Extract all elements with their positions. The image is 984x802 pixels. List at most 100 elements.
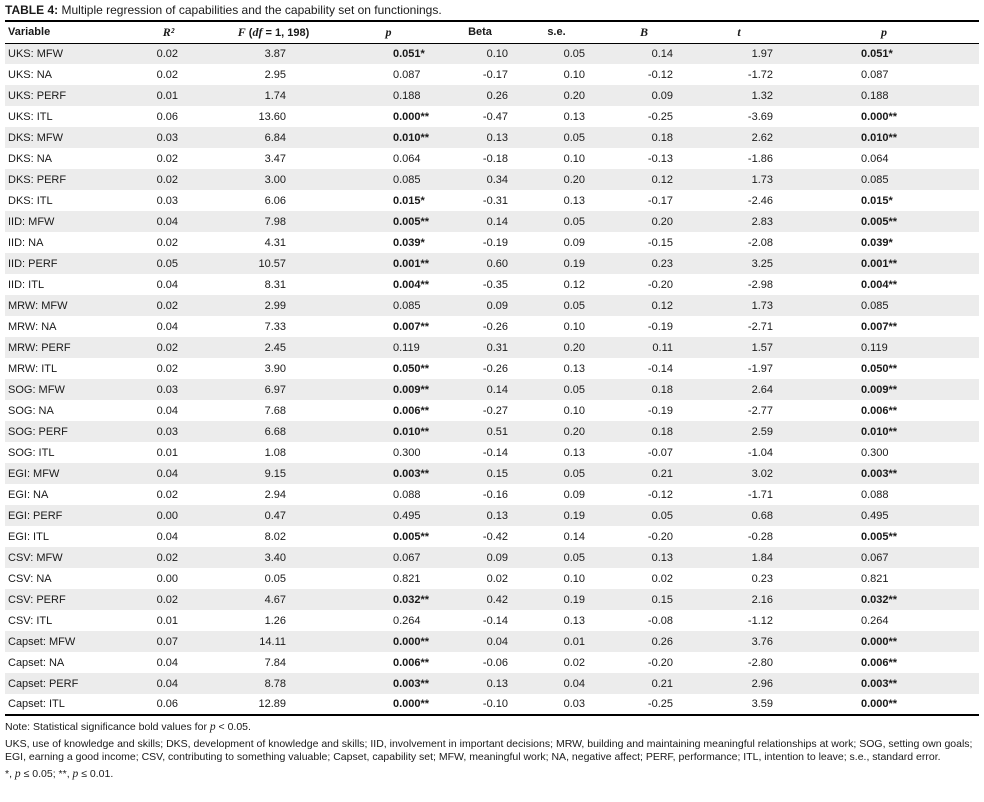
cell-p-model: 0.188 [393, 89, 421, 102]
cell-f: 7.98 [264, 215, 286, 228]
cell-beta: 0.31 [486, 341, 508, 354]
cell-f: 1.74 [264, 89, 286, 102]
cell-b: 0.23 [651, 257, 673, 270]
cell-t: 1.32 [751, 89, 773, 102]
column-header-f: F (df = 1, 198) [216, 20, 331, 44]
cell-se: 0.10 [563, 404, 585, 417]
cell-p-coef: 0.003** [861, 677, 898, 690]
cell-variable: DKS: MFW [8, 131, 63, 144]
cell-variable: EGI: MFW [8, 467, 60, 480]
cell-f: 2.94 [264, 488, 286, 501]
cell-t: 3.76 [751, 635, 773, 648]
cell-r2: 0.00 [156, 509, 178, 522]
regression-table: Variable R² F (df = 1, 198) p Beta s.e. … [5, 20, 979, 716]
cell-t: 2.83 [751, 215, 773, 228]
cell-r2: 0.02 [156, 68, 178, 81]
cell-se: 0.09 [563, 488, 585, 501]
table-row: Capset: MFW 0.07 14.11 0.000** 0.04 0.01 0.26 3… [5, 631, 979, 652]
cell-b: -0.25 [647, 110, 673, 123]
cell-p-coef: 0.010** [861, 131, 898, 144]
cell-r2: 0.04 [156, 467, 178, 480]
cell-p-model: 0.004** [393, 278, 430, 291]
cell-se: 0.05 [563, 551, 585, 564]
cell-variable: Capset: NA [8, 656, 65, 669]
note-abbreviations: UKS, use of knowledge and skills; DKS, d… [5, 737, 973, 764]
cell-b: -0.19 [647, 320, 673, 333]
cell-se: 0.05 [563, 131, 585, 144]
table-row: DKS: MFW 0.03 6.84 0.010** 0.13 0.05 0.18 2.62 0… [5, 127, 979, 148]
cell-t: 3.59 [751, 698, 773, 710]
cell-p-model: 0.006** [393, 656, 430, 669]
cell-t: 1.73 [751, 173, 773, 186]
cell-f: 7.33 [264, 320, 286, 333]
cell-t: -1.97 [747, 362, 773, 375]
document-page: TABLE 4: Multiple regression of capabili… [5, 3, 979, 780]
cell-beta: 0.15 [486, 467, 508, 480]
cell-variable: CSV: NA [8, 572, 52, 585]
table-row: IID: MFW 0.04 7.98 0.005** 0.14 0.05 0.20 2.83 0… [5, 211, 979, 232]
cell-p-coef: 0.085 [861, 173, 889, 186]
table-row: CSV: PERF 0.02 4.67 0.032** 0.42 0.19 0.15 2.16… [5, 589, 979, 610]
cell-beta: 0.02 [486, 572, 508, 585]
cell-b: -0.20 [647, 656, 673, 669]
cell-beta: -0.35 [482, 278, 508, 291]
cell-f: 8.78 [264, 677, 286, 690]
cell-f: 3.47 [264, 152, 286, 165]
cell-beta: 0.13 [486, 131, 508, 144]
column-header-r2: R² [121, 20, 216, 44]
cell-variable: Capset: MFW [8, 635, 76, 648]
cell-beta: -0.16 [482, 488, 508, 501]
cell-p-coef: 0.264 [861, 614, 889, 627]
cell-beta: -0.31 [482, 194, 508, 207]
table-row: IID: PERF 0.05 10.57 0.001** 0.60 0.19 0.23 3.2… [5, 253, 979, 274]
cell-p-coef: 0.006** [861, 656, 898, 669]
cell-f: 4.67 [264, 593, 286, 606]
cell-se: 0.13 [563, 194, 585, 207]
cell-p-model: 0.007** [393, 320, 430, 333]
table-row: SOG: PERF 0.03 6.68 0.010** 0.51 0.20 0.18 2.59… [5, 421, 979, 442]
cell-p-model: 0.032** [393, 593, 430, 606]
cell-variable: CSV: PERF [8, 593, 66, 606]
cell-p-coef: 0.003** [861, 467, 898, 480]
cell-b: 0.18 [651, 425, 673, 438]
cell-se: 0.05 [563, 383, 585, 396]
cell-beta: 0.14 [486, 215, 508, 228]
cell-beta: 0.34 [486, 173, 508, 186]
cell-beta: -0.47 [482, 110, 508, 123]
column-header-t: t [689, 20, 789, 44]
cell-t: -3.69 [747, 110, 773, 123]
cell-beta: -0.17 [482, 68, 508, 81]
cell-b: 0.14 [651, 47, 673, 60]
table-row: EGI: ITL 0.04 8.02 0.005** -0.42 0.14 -0.20 -0.… [5, 526, 979, 547]
cell-p-coef: 0.085 [861, 299, 889, 312]
cell-variable: MRW: MFW [8, 299, 68, 312]
column-header-variable: Variable [5, 20, 121, 44]
cell-beta: -0.19 [482, 236, 508, 249]
cell-t: -1.72 [747, 68, 773, 81]
cell-t: 2.96 [751, 677, 773, 690]
cell-p-model: 0.051* [393, 47, 425, 60]
p-symbol: p [14, 767, 21, 780]
cell-se: 0.20 [563, 425, 585, 438]
cell-variable: EGI: PERF [8, 509, 63, 522]
cell-t: -2.46 [747, 194, 773, 207]
cell-t: 0.68 [751, 509, 773, 522]
cell-se: 0.10 [563, 572, 585, 585]
cell-p-model: 0.264 [393, 614, 421, 627]
cell-se: 0.13 [563, 614, 585, 627]
cell-p-coef: 0.001** [861, 257, 898, 270]
cell-f: 6.84 [264, 131, 286, 144]
table-row: DKS: PERF 0.02 3.00 0.085 0.34 0.20 0.12 1.73 0.… [5, 169, 979, 190]
cell-p-coef: 0.010** [861, 425, 898, 438]
cell-p-coef: 0.000** [861, 698, 898, 710]
cell-r2: 0.01 [156, 614, 178, 627]
cell-beta: 0.09 [486, 299, 508, 312]
cell-variable: Capset: PERF [8, 677, 79, 690]
cell-p-model: 0.010** [393, 131, 430, 144]
cell-r2: 0.03 [156, 131, 178, 144]
cell-se: 0.14 [563, 530, 585, 543]
p-symbol: p [72, 767, 79, 780]
cell-b: 0.09 [651, 89, 673, 102]
cell-beta: -0.27 [482, 404, 508, 417]
cell-t: 2.62 [751, 131, 773, 144]
